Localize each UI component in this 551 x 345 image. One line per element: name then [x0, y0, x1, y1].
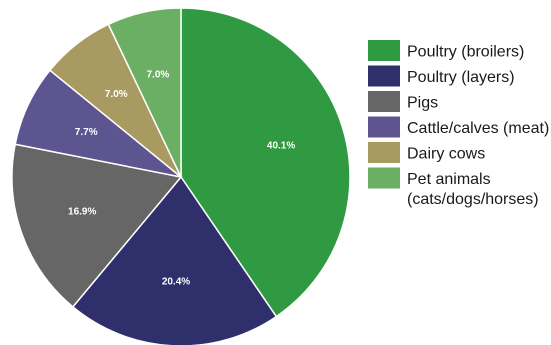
legend-item-dairy-cows: Dairy cows — [368, 142, 485, 163]
pie-slice-pigs — [11, 143, 183, 308]
legend-item-poultry-layers: Poultry (layers) — [368, 65, 515, 87]
pie-slice-poultry-layers — [71, 175, 278, 345]
legend-label: Poultry (broilers) — [407, 44, 524, 61]
legend-swatch — [368, 91, 400, 112]
slice-label-pet-animals-cats-dogs-horses: 7.0% — [147, 69, 170, 80]
legend: Poultry (broilers) Poultry (layers) Pigs Ca… — [368, 40, 549, 208]
legend-item-cattle-calves-meat: Cattle/calves (meat) — [368, 116, 549, 138]
legend-item-poultry-broilers: Poultry (broilers) — [368, 40, 524, 61]
pie-slice-pet-animals-cats-dogs-horses — [107, 7, 182, 178]
legend-swatch — [368, 65, 400, 87]
slice-label-poultry-broilers: 40.1% — [267, 141, 295, 152]
slice-label-cattle-calves-meat: 7.7% — [75, 127, 98, 138]
slice-label-pigs: 16.9% — [68, 207, 96, 218]
legend-swatch — [368, 116, 400, 138]
pie-slice-poultry-broilers — [180, 7, 351, 318]
pie-slices — [11, 7, 351, 345]
legend-label: Pet animals — [407, 171, 491, 188]
legend-label: Cattle/calves (meat) — [407, 120, 549, 137]
legend-label: Pigs — [407, 95, 438, 112]
legend-label: (cats/dogs/horses) — [407, 191, 539, 208]
slice-labels: 40.1% 20.4% 16.9% 7.7% 7.0% 7.0% — [68, 69, 295, 287]
legend-label: Dairy cows — [407, 146, 485, 163]
legend-swatch — [368, 40, 400, 61]
legend-item-pet-animals-cats-dogs-horses: Pet animals (cats/dogs/horses) — [368, 167, 539, 208]
legend-label: Poultry (layers) — [407, 69, 515, 86]
slice-label-dairy-cows: 7.0% — [105, 89, 128, 100]
legend-swatch — [368, 167, 400, 189]
legend-item-pigs: Pigs — [368, 91, 438, 112]
legend-swatch — [368, 142, 400, 163]
slice-label-poultry-layers: 20.4% — [162, 276, 190, 287]
